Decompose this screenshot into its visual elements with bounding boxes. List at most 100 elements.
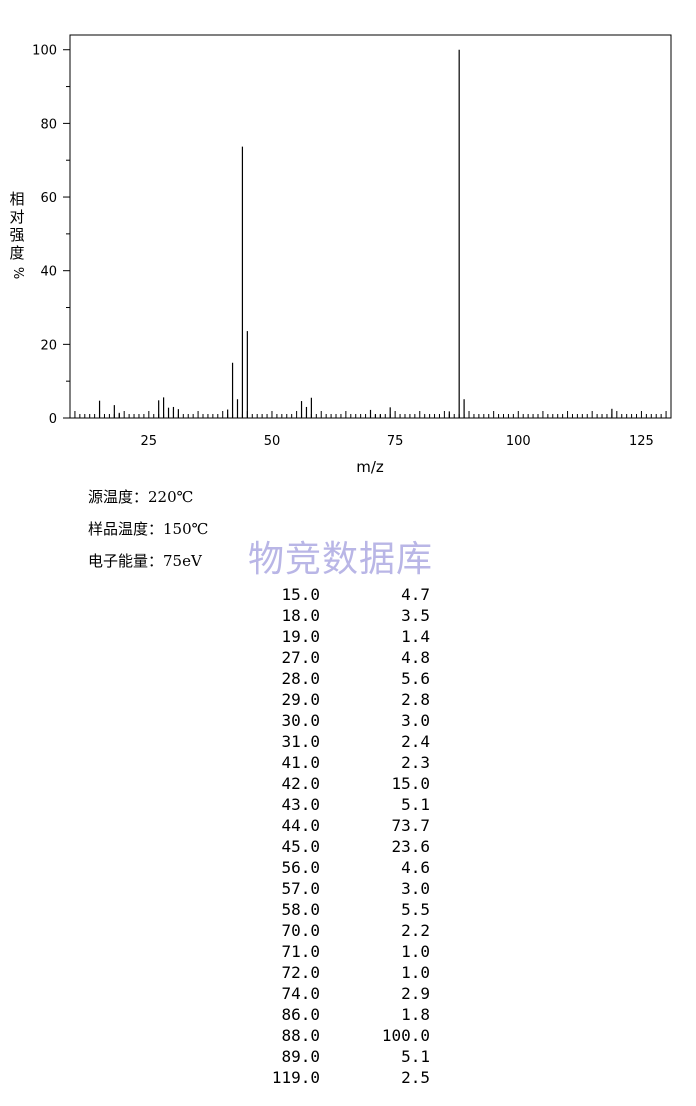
peak-mz: 27.0 xyxy=(281,648,320,667)
axis-tick-labels: 25 50 75 100 125 0 20 40 60 80 100 xyxy=(32,44,654,449)
peak-intensity: 2.2 xyxy=(401,921,430,940)
source-temperature: 源温度：220℃ xyxy=(88,488,194,506)
y-tick-label: 0 xyxy=(49,412,57,427)
x-tick-label: 75 xyxy=(387,434,404,449)
peak-intensity: 4.7 xyxy=(401,585,430,604)
peak-intensity: 1.0 xyxy=(401,942,430,961)
table-row: 56.0 4.6 xyxy=(230,857,450,878)
peak-intensity: 1.0 xyxy=(401,963,430,982)
y-tick-label: 40 xyxy=(40,265,57,280)
peak-intensity: 5.5 xyxy=(401,900,430,919)
peak-intensity: 23.6 xyxy=(391,837,430,856)
peak-mz: 19.0 xyxy=(281,627,320,646)
y-axis-label-char: 对 xyxy=(9,208,25,226)
peak-mz: 88.0 xyxy=(281,1026,320,1045)
plot-frame xyxy=(69,34,672,419)
y-tick-label: 80 xyxy=(40,117,57,132)
table-row: 72.0 1.0 xyxy=(230,962,450,983)
peak-mz: 71.0 xyxy=(281,942,320,961)
peak-intensity: 4.6 xyxy=(401,858,430,877)
peak-mz: 41.0 xyxy=(281,753,320,772)
peak-mz: 29.0 xyxy=(281,690,320,709)
electron-energy: 电子能量：75eV xyxy=(88,552,202,570)
table-row: 86.0 1.8 xyxy=(230,1004,450,1025)
x-tick-label: 25 xyxy=(141,434,158,449)
table-row: 119.0 2.5 xyxy=(230,1067,450,1088)
peak-mz: 74.0 xyxy=(281,984,320,1003)
peak-intensity: 2.8 xyxy=(401,690,430,709)
peak-mz: 44.0 xyxy=(281,816,320,835)
x-tick-label: 50 xyxy=(264,434,281,449)
table-row: 31.0 2.4 xyxy=(230,731,450,752)
axis-ticks xyxy=(63,49,672,419)
peak-intensity: 5.1 xyxy=(401,1047,430,1066)
peak-mz: 70.0 xyxy=(281,921,320,940)
table-row: 70.0 2.2 xyxy=(230,920,450,941)
peak-intensity: 5.6 xyxy=(401,669,430,688)
peak-intensity: 15.0 xyxy=(391,774,430,793)
table-row: 18.0 3.5 xyxy=(230,605,450,626)
peak-table: 15.0 4.7 18.0 3.5 19.0 1.4 27.0 4.8 28.0 5.6 29.0 2… xyxy=(230,584,450,1088)
table-row: 29.0 2.8 xyxy=(230,689,450,710)
peak-mz: 58.0 xyxy=(281,900,320,919)
table-row: 43.0 5.1 xyxy=(230,794,450,815)
table-row: 71.0 1.0 xyxy=(230,941,450,962)
y-tick-label: 20 xyxy=(40,338,57,353)
table-row: 30.0 3.0 xyxy=(230,710,450,731)
peak-mz: 31.0 xyxy=(281,732,320,751)
y-axis-label-char: 度 xyxy=(9,244,25,262)
x-tick-label: 100 xyxy=(506,434,531,449)
peak-mz: 43.0 xyxy=(281,795,320,814)
peak-intensity: 2.5 xyxy=(401,1068,430,1087)
table-row: 44.0 73.7 xyxy=(230,815,450,836)
peak-mz: 86.0 xyxy=(281,1005,320,1024)
table-row: 28.0 5.6 xyxy=(230,668,450,689)
table-row: 88.0 100.0 xyxy=(230,1025,450,1046)
table-row: 19.0 1.4 xyxy=(230,626,450,647)
peak-intensity: 1.4 xyxy=(401,627,430,646)
peak-intensity: 3.5 xyxy=(401,606,430,625)
table-row: 41.0 2.3 xyxy=(230,752,450,773)
table-row: 57.0 3.0 xyxy=(230,878,450,899)
mass-spectrum-chart: 25 50 75 100 125 0 20 40 60 80 100 m/z xyxy=(32,34,672,476)
peak-intensity: 2.9 xyxy=(401,984,430,1003)
peak-mz: 56.0 xyxy=(281,858,320,877)
x-tick-label: 125 xyxy=(629,434,654,449)
peak-intensity: 5.1 xyxy=(401,795,430,814)
y-axis-label-unit: % xyxy=(9,266,25,280)
peak-mz: 119.0 xyxy=(271,1068,320,1087)
y-axis-label-char: 相 xyxy=(9,190,25,208)
peak-mz: 45.0 xyxy=(281,837,320,856)
peak-mz: 15.0 xyxy=(281,585,320,604)
y-axis-label-char: 强 xyxy=(9,226,25,244)
peak-intensity: 1.8 xyxy=(401,1005,430,1024)
y-axis-label: 相 对 强 度 % xyxy=(8,190,26,282)
table-row: 15.0 4.7 xyxy=(230,584,450,605)
peak-mz: 28.0 xyxy=(281,669,320,688)
peak-intensity: 2.3 xyxy=(401,753,430,772)
peak-intensity: 2.4 xyxy=(401,732,430,751)
peak-mz: 89.0 xyxy=(281,1047,320,1066)
x-axis-label: m/z xyxy=(356,458,384,476)
sample-temperature: 样品温度：150℃ xyxy=(88,520,209,538)
table-row: 27.0 4.8 xyxy=(230,647,450,668)
peak-intensity: 73.7 xyxy=(391,816,430,835)
table-row: 74.0 2.9 xyxy=(230,983,450,1004)
peak-mz: 30.0 xyxy=(281,711,320,730)
peak-mz: 18.0 xyxy=(281,606,320,625)
peak-intensity: 3.0 xyxy=(401,879,430,898)
peak-mz: 42.0 xyxy=(281,774,320,793)
peak-intensity: 3.0 xyxy=(401,711,430,730)
peak-mz: 72.0 xyxy=(281,963,320,982)
peak-intensity: 4.8 xyxy=(401,648,430,667)
table-row: 42.0 15.0 xyxy=(230,773,450,794)
peak-mz: 57.0 xyxy=(281,879,320,898)
y-tick-label: 60 xyxy=(40,191,57,206)
table-row: 58.0 5.5 xyxy=(230,899,450,920)
table-row: 45.0 23.6 xyxy=(230,836,450,857)
y-tick-label: 100 xyxy=(32,44,57,59)
spectrum-peaks xyxy=(98,49,613,418)
watermark: 物竞数据库 xyxy=(248,539,434,580)
table-row: 89.0 5.1 xyxy=(230,1046,450,1067)
peak-intensity: 100.0 xyxy=(381,1026,430,1045)
